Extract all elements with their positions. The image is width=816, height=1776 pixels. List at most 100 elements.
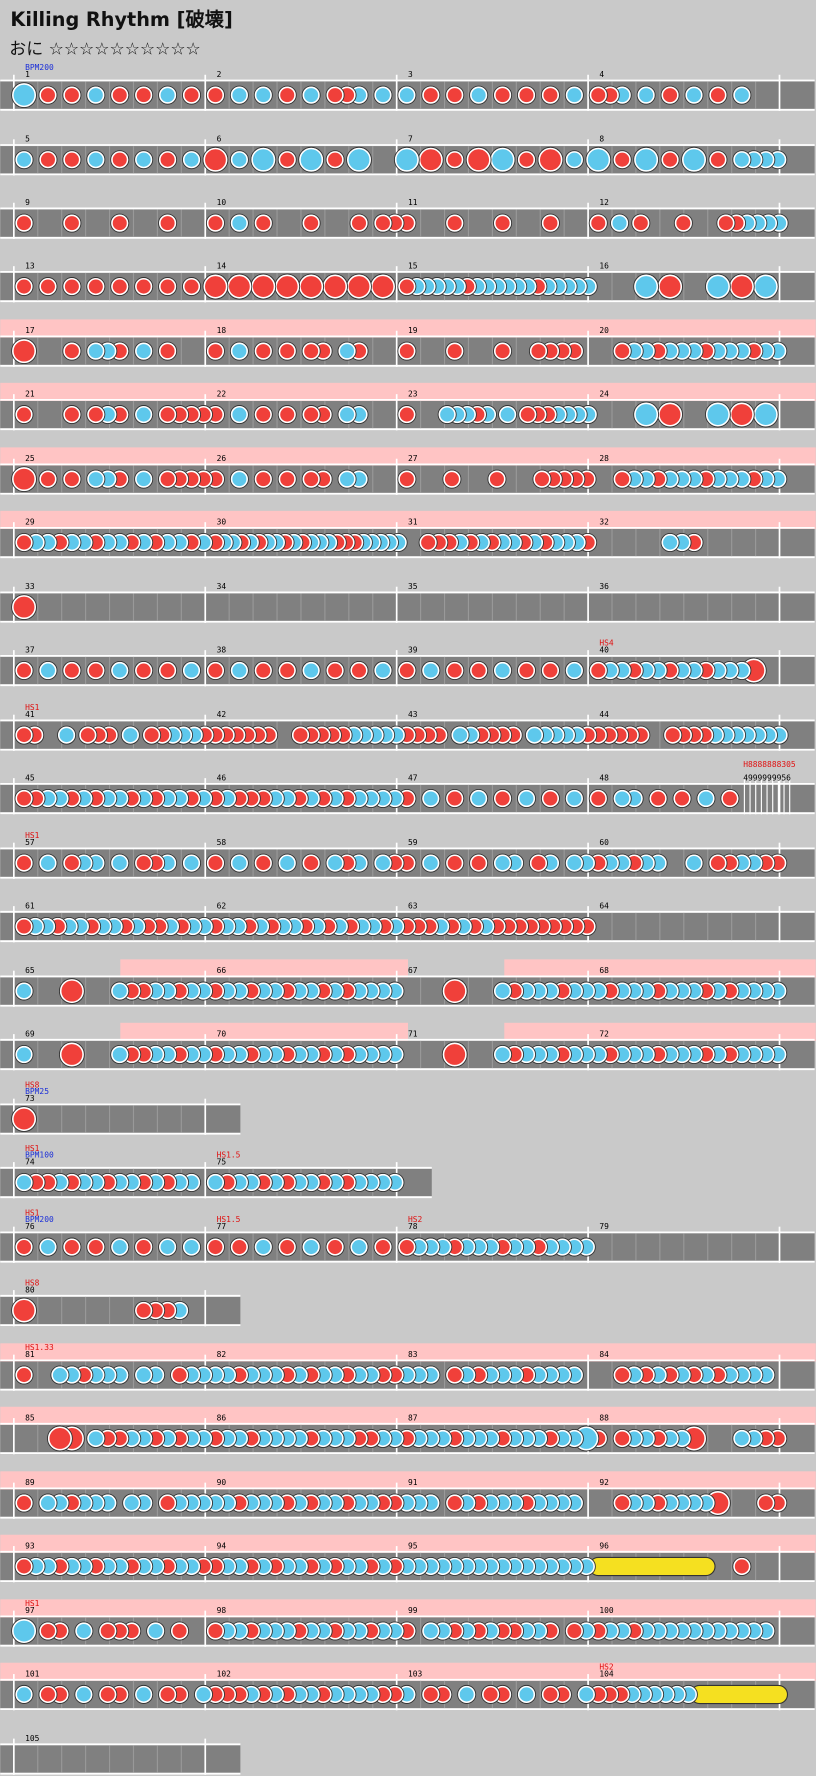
ka-note [75, 1685, 93, 1704]
don-note [39, 86, 57, 104]
measure-number: 46 [217, 773, 227, 782]
don-note [63, 470, 81, 488]
note-outline [277, 853, 297, 873]
note-outline [134, 341, 154, 361]
don-note [206, 214, 225, 232]
note-outline [612, 150, 632, 170]
ka-note [110, 1238, 129, 1256]
ka-note [633, 274, 659, 299]
note-outline [397, 85, 417, 105]
note-outline [62, 405, 82, 425]
ka-note [230, 342, 249, 360]
note-outline [277, 661, 297, 681]
note-outline [14, 213, 34, 233]
don-note [278, 470, 297, 488]
note-outline [612, 1493, 632, 1513]
don-note [541, 661, 560, 680]
bpm-label: BPM200 [25, 63, 54, 72]
note-outline [705, 401, 731, 428]
note-outline [62, 1237, 82, 1257]
note-outline [158, 85, 178, 105]
don-note [274, 274, 300, 299]
scroll-label: HS1 [25, 1599, 40, 1608]
don-note [254, 405, 273, 424]
ka-note [577, 1685, 596, 1704]
ka-note [374, 661, 392, 680]
note-outline [14, 981, 34, 1001]
measure-number: 31 [408, 517, 418, 526]
note-outline [11, 82, 37, 109]
don-note [517, 661, 536, 680]
measure-number: 97 [25, 1606, 35, 1615]
note-outline [397, 277, 417, 297]
ka-note [230, 661, 249, 680]
note-outline [253, 213, 273, 233]
note-outline [38, 661, 58, 681]
ka-note [206, 1173, 225, 1192]
note-outline [62, 341, 82, 361]
gogo-band [0, 1406, 816, 1425]
measure-number: 21 [25, 389, 35, 398]
measure-number: 6 [217, 135, 222, 144]
note-outline [277, 1237, 297, 1257]
measure-number: 45 [25, 773, 35, 782]
don-note [158, 1494, 177, 1512]
note-outline [120, 725, 140, 745]
note-outline [612, 1428, 632, 1448]
note-outline [612, 789, 632, 809]
don-note [79, 726, 97, 744]
don-note [445, 150, 464, 169]
lane [0, 593, 815, 621]
ka-note [230, 854, 249, 872]
don-note [15, 277, 33, 296]
measure-number: 32 [599, 517, 609, 526]
don-note [182, 86, 201, 104]
don-note [15, 661, 33, 680]
ka-note [661, 533, 679, 552]
note-outline [481, 1684, 501, 1704]
note-outline [516, 661, 537, 681]
measure-number: 65 [25, 966, 35, 975]
ka-note [146, 1622, 165, 1640]
don-note [302, 214, 320, 232]
note-outline [14, 1172, 34, 1193]
gogo-band [504, 959, 816, 978]
don-note [158, 150, 177, 169]
note-outline [564, 789, 584, 809]
note-outline [564, 853, 584, 873]
don-note [445, 1494, 464, 1512]
ka-note [51, 1366, 69, 1384]
don-note [493, 342, 512, 360]
scroll-label: HS2 [408, 1215, 423, 1224]
note-outline [158, 213, 178, 233]
don-note [254, 854, 273, 872]
note-outline [633, 273, 660, 300]
note-outline [681, 146, 707, 173]
don-note [445, 86, 464, 104]
gogo-band [0, 1662, 816, 1681]
measure-number: 62 [217, 901, 227, 910]
measure-number: 36 [599, 582, 609, 591]
measure-number: 76 [25, 1222, 35, 1231]
note-outline [158, 1237, 178, 1257]
ka-note [633, 402, 659, 427]
don-note [445, 214, 464, 232]
note-outline [528, 853, 548, 873]
ka-note [15, 1685, 33, 1704]
measure-number: 27 [408, 454, 418, 463]
measure-number: 10 [217, 198, 227, 207]
note-outline [445, 789, 465, 809]
don-note [589, 86, 608, 104]
don-note [613, 1429, 632, 1448]
note-outline [38, 1684, 58, 1704]
note-outline [373, 1237, 393, 1257]
gogo-band [0, 1343, 816, 1362]
note-outline [110, 981, 130, 1001]
note-outline [253, 661, 273, 681]
don-note [541, 214, 560, 232]
note-outline [253, 405, 273, 425]
note-outline [493, 661, 513, 681]
don-note [326, 86, 344, 104]
note-outline [349, 661, 369, 681]
don-note [589, 789, 608, 808]
